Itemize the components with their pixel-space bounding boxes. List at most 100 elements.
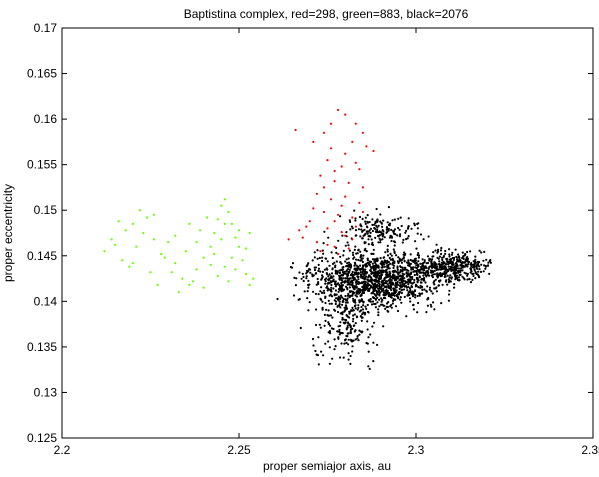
data-point xyxy=(469,281,473,284)
data-point xyxy=(227,280,230,283)
data-point xyxy=(384,251,387,254)
data-point xyxy=(131,262,134,265)
data-point xyxy=(360,259,363,262)
data-point xyxy=(209,263,212,266)
data-point xyxy=(392,298,395,301)
data-point xyxy=(434,278,437,281)
data-point xyxy=(220,204,223,207)
data-point xyxy=(398,290,401,293)
data-point xyxy=(421,268,424,271)
data-point xyxy=(416,227,419,230)
data-point xyxy=(346,301,349,304)
data-point xyxy=(321,259,324,263)
data-point xyxy=(426,255,430,258)
data-point xyxy=(336,330,339,333)
data-point xyxy=(333,299,336,302)
data-point xyxy=(392,229,395,233)
data-point xyxy=(326,268,329,271)
data-point xyxy=(336,298,340,301)
data-point xyxy=(421,292,424,295)
data-point xyxy=(353,288,356,291)
data-point xyxy=(347,247,350,250)
data-point xyxy=(348,219,351,222)
data-point xyxy=(380,222,383,225)
data-point xyxy=(450,276,453,279)
data-points xyxy=(103,108,492,370)
data-point xyxy=(131,222,134,225)
data-point xyxy=(326,289,329,292)
data-point xyxy=(399,296,402,299)
data-point xyxy=(307,283,310,287)
data-point xyxy=(339,356,342,359)
data-point xyxy=(471,278,474,281)
data-point xyxy=(342,356,345,359)
data-point xyxy=(415,262,418,265)
data-point xyxy=(423,259,426,262)
data-point xyxy=(343,310,346,313)
data-point xyxy=(252,277,255,280)
data-point xyxy=(466,278,469,281)
data-point xyxy=(358,310,361,313)
y-tick-label: 0.145 xyxy=(27,249,57,263)
data-point xyxy=(431,276,434,279)
data-point xyxy=(344,234,347,237)
data-point xyxy=(324,296,327,299)
data-point xyxy=(184,250,187,253)
data-point xyxy=(317,363,320,366)
data-point xyxy=(379,257,382,260)
data-point xyxy=(369,269,372,272)
data-point xyxy=(359,294,362,298)
data-point xyxy=(378,269,381,272)
data-point xyxy=(344,195,347,198)
data-point xyxy=(416,232,419,235)
data-point xyxy=(398,281,401,284)
data-point xyxy=(395,254,398,257)
data-point xyxy=(462,265,465,268)
data-point xyxy=(302,279,305,283)
data-point xyxy=(378,305,381,308)
data-point xyxy=(439,264,442,268)
data-point xyxy=(345,319,348,322)
data-point xyxy=(344,304,347,307)
data-point xyxy=(365,250,368,253)
data-point xyxy=(301,236,304,239)
data-point xyxy=(333,220,336,223)
data-point xyxy=(128,265,131,268)
data-point xyxy=(420,271,423,274)
data-point xyxy=(433,262,436,265)
data-point xyxy=(294,128,297,132)
data-point xyxy=(357,267,360,270)
data-point xyxy=(376,228,379,231)
data-point xyxy=(410,227,413,230)
data-point xyxy=(341,318,344,321)
data-point xyxy=(408,263,411,266)
data-point xyxy=(382,284,385,287)
data-point xyxy=(321,256,324,259)
data-point xyxy=(333,169,336,173)
data-point xyxy=(388,224,391,227)
data-point xyxy=(423,288,426,291)
data-point xyxy=(409,281,412,284)
data-point xyxy=(377,224,380,227)
data-point xyxy=(412,270,415,273)
data-point xyxy=(383,294,386,297)
data-point xyxy=(344,338,347,341)
data-point xyxy=(345,308,348,311)
data-point xyxy=(321,300,324,303)
data-point xyxy=(457,267,460,270)
data-point xyxy=(355,264,358,267)
data-point xyxy=(337,337,340,340)
data-point xyxy=(447,299,450,302)
data-point xyxy=(469,250,472,253)
data-point xyxy=(366,328,369,331)
data-point xyxy=(372,321,376,324)
data-point xyxy=(435,286,438,289)
data-point xyxy=(475,266,478,270)
data-point xyxy=(474,277,477,280)
data-point xyxy=(379,291,382,294)
data-point xyxy=(329,332,332,335)
data-point xyxy=(414,296,417,299)
data-point xyxy=(345,258,348,261)
data-point xyxy=(391,219,394,222)
data-point xyxy=(349,354,352,358)
